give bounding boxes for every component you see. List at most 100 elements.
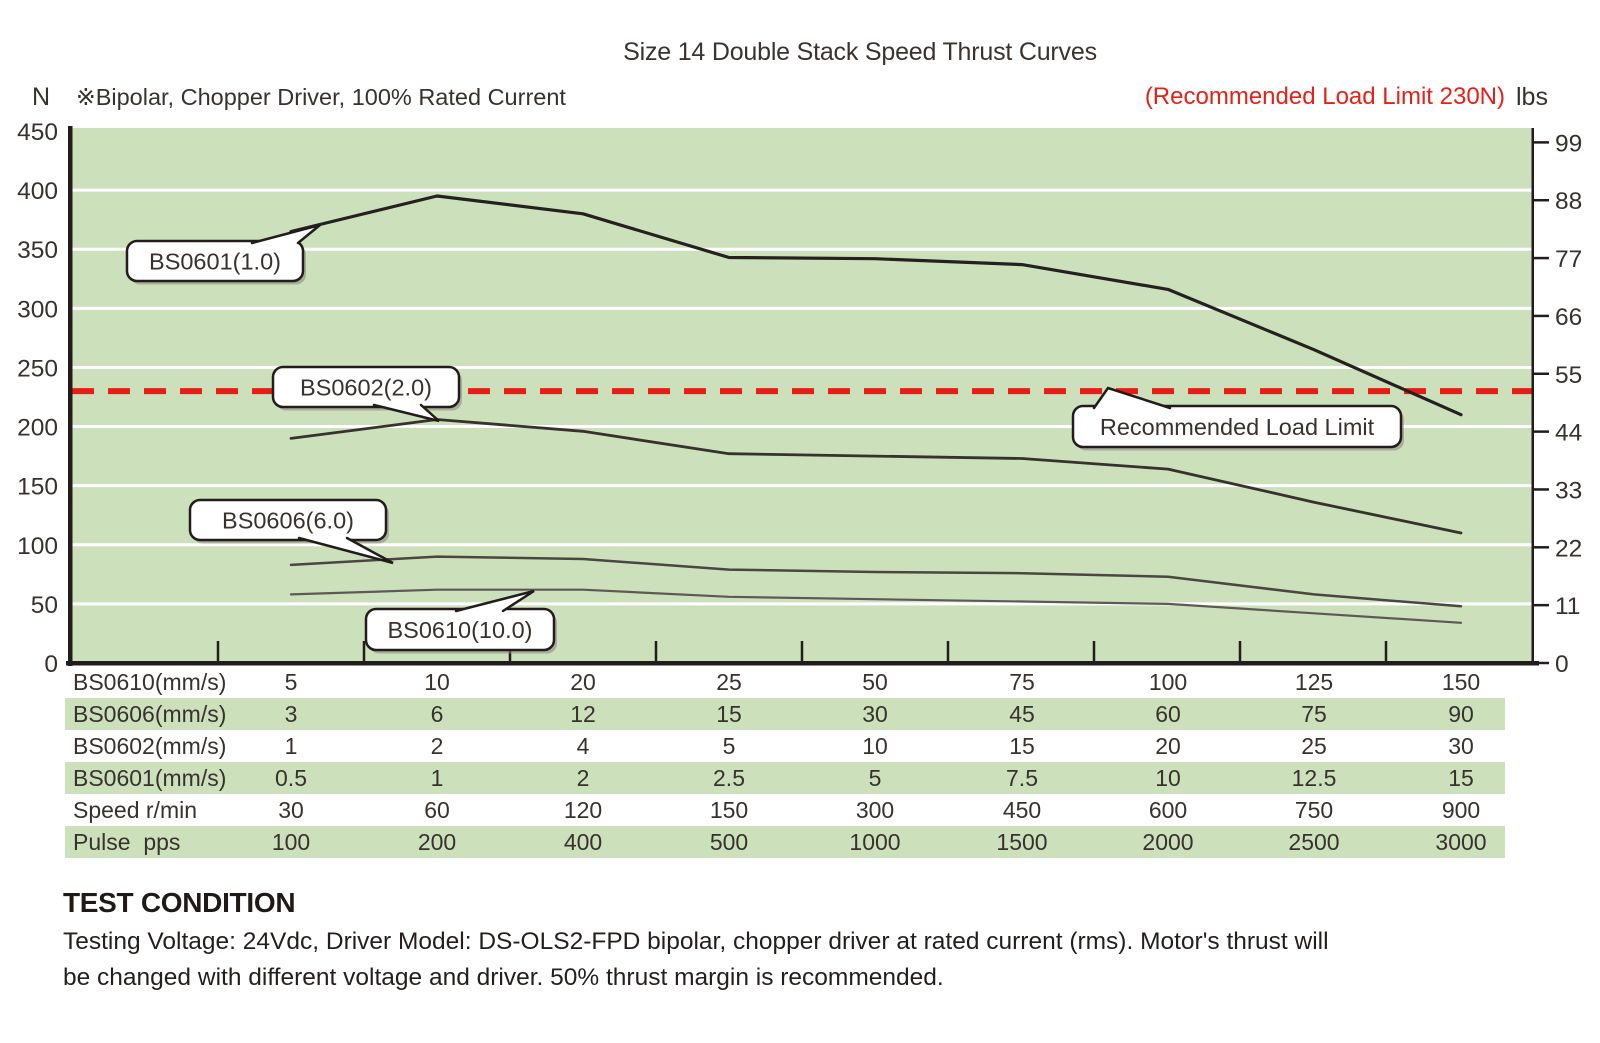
test-condition-line2: be changed with different voltage and dr… — [63, 964, 944, 991]
n-axis-tick-label: 300 — [17, 296, 58, 323]
table-cell: 25 — [1301, 733, 1327, 759]
lbs-axis-tick-label: 22 — [1555, 535, 1582, 562]
table-cell: 60 — [424, 797, 450, 823]
table-cell: 45 — [1009, 701, 1035, 727]
table-cell: 2500 — [1288, 829, 1340, 855]
callout-box-rll — [1071, 404, 1403, 449]
n-axis-tick-label: 350 — [17, 237, 58, 264]
callout-label-bs0610: BS0610(10.0) — [387, 617, 532, 643]
table-cell: 125 — [1294, 669, 1334, 695]
table-cell: 30 — [1448, 733, 1474, 759]
n-axis-tick-label: 200 — [17, 415, 58, 442]
driver-note: ※Bipolar, Chopper Driver, 100% Rated Cur… — [76, 84, 566, 110]
table-cell: 1 — [430, 765, 444, 791]
table-cell: 1 — [284, 733, 298, 759]
table-cell: 3 — [284, 701, 298, 727]
table-cell: 0.5 — [275, 765, 307, 791]
table-cell: 10 — [862, 733, 888, 759]
n-axis-tick-label: 50 — [31, 592, 58, 619]
lbs-axis-tick-label: 66 — [1555, 304, 1582, 331]
y2-axis-line — [1531, 128, 1534, 663]
table-cell: 15 — [1448, 765, 1474, 791]
table-cell: 30 — [278, 797, 304, 823]
table-cell: 5 — [284, 669, 298, 695]
table-cell: 150 — [1441, 669, 1481, 695]
curve-bs0601-1-0- — [289, 194, 1463, 417]
table-cell: 90 — [1448, 701, 1474, 727]
table-cell: 2 — [576, 765, 590, 791]
table-row-label: Speed r/min — [73, 797, 198, 823]
callout-pointer-bs0610 — [454, 589, 535, 613]
table-cell: 1500 — [996, 829, 1048, 855]
n-axis-tick-label: 100 — [17, 533, 58, 560]
table-cell: 900 — [1441, 797, 1481, 823]
table-cell: 100 — [271, 829, 311, 855]
lbs-axis-tick-label: 33 — [1555, 477, 1582, 504]
table-cell: 20 — [1155, 733, 1181, 759]
x-axis-line — [66, 661, 1539, 666]
table-row-label: BS0606(mm/s) — [73, 701, 227, 727]
callout-box-bs0601 — [125, 239, 305, 283]
table-cell: 15 — [716, 701, 742, 727]
callout-box-bs0602 — [271, 365, 461, 409]
table-row: BS0601(mm/s) 0.5 1 2 2.5 5 7.5 10 12.5 15 — [65, 762, 1505, 794]
lbs-axis-tick-label: 44 — [1555, 420, 1582, 447]
curve-bs0610-10-0- — [289, 588, 1463, 624]
lbs-axis-tick-label: 77 — [1555, 246, 1582, 273]
table-row-label: BS0602(mm/s) — [73, 733, 227, 759]
table-cell: 1000 — [849, 829, 901, 855]
table-row: BS0610(mm/s) 5 10 20 25 50 75 100 125 150 — [65, 666, 1505, 698]
table-cell: 15 — [1009, 733, 1035, 759]
y-axis-line — [68, 126, 73, 666]
lbs-axis-tick-label: 99 — [1555, 130, 1582, 157]
callout-pointer-bs0601 — [250, 223, 321, 245]
table-cell: 60 — [1155, 701, 1181, 727]
n-axis-tick-label: 0 — [44, 651, 58, 678]
table-cell: 30 — [862, 701, 888, 727]
n-axis-tick-label: 150 — [17, 474, 58, 501]
table-cell: 2.5 — [713, 765, 745, 791]
table-cell: 100 — [1148, 669, 1188, 695]
n-axis-tick-label: 250 — [17, 355, 58, 382]
table-cell: 450 — [1002, 797, 1042, 823]
n-axis-tick-label: 400 — [17, 178, 58, 205]
table-cell: 75 — [1009, 669, 1035, 695]
table-cell: 20 — [570, 669, 596, 695]
callout-label-bs0601: BS0601(1.0) — [149, 249, 281, 275]
table-cell: 5 — [722, 733, 736, 759]
table-cell: 2 — [430, 733, 444, 759]
lbs-axis-tick-label: 88 — [1555, 188, 1582, 215]
callout-label-bs0602: BS0602(2.0) — [300, 375, 432, 401]
callout-label-rll: Recommended Load Limit — [1100, 414, 1375, 440]
table-cell: 75 — [1301, 701, 1327, 727]
table-cell: 300 — [855, 797, 895, 823]
callout-label-bs0606: BS0606(6.0) — [222, 508, 354, 534]
lbs-axis-tick-label: 11 — [1555, 593, 1580, 620]
table-cell: 6 — [430, 701, 444, 727]
table-cell: 2000 — [1142, 829, 1194, 855]
table-cell: 750 — [1294, 797, 1334, 823]
table-cell: 25 — [716, 669, 742, 695]
table-cell: 120 — [563, 797, 603, 823]
curve-bs0602-2-0- — [289, 418, 1463, 535]
speed-table: BS0610(mm/s) 5 10 20 25 50 75 100 125 150 BS0606(m… — [65, 666, 1505, 858]
table-cell: 600 — [1148, 797, 1188, 823]
table-cell: 12 — [570, 701, 596, 727]
table-row: BS0602(mm/s) 1 2 4 5 10 15 20 25 30 — [65, 730, 1505, 762]
left-axis-unit-label: N — [32, 83, 51, 111]
chart-title: Size 14 Double Stack Speed Thrust Curves — [623, 38, 1097, 66]
callout-pointer-bs0606 — [297, 536, 394, 565]
test-condition-line1: Testing Voltage: 24Vdc, Driver Model: DS… — [63, 928, 1329, 955]
callout-box-bs0606 — [188, 498, 388, 542]
thrust-plot: 450 400 350 300 250 200 150 100 50 0 99 88 77 66 55 44 3… — [17, 120, 1582, 678]
table-cell: 50 — [862, 669, 888, 695]
table-cell: 7.5 — [1006, 765, 1038, 791]
test-condition-heading: TEST CONDITION — [63, 887, 296, 918]
table-row: Speed r/min 30 60 120 150 300 450 600 750 900 — [65, 794, 1505, 826]
table-cell: 10 — [1155, 765, 1181, 791]
n-axis-tick-label: 450 — [17, 120, 58, 146]
table-cell: 10 — [424, 669, 450, 695]
lbs-axis-tick-label: 55 — [1555, 362, 1582, 389]
table-cell: 4 — [576, 733, 590, 759]
callout-pointer-rll — [1092, 386, 1172, 410]
